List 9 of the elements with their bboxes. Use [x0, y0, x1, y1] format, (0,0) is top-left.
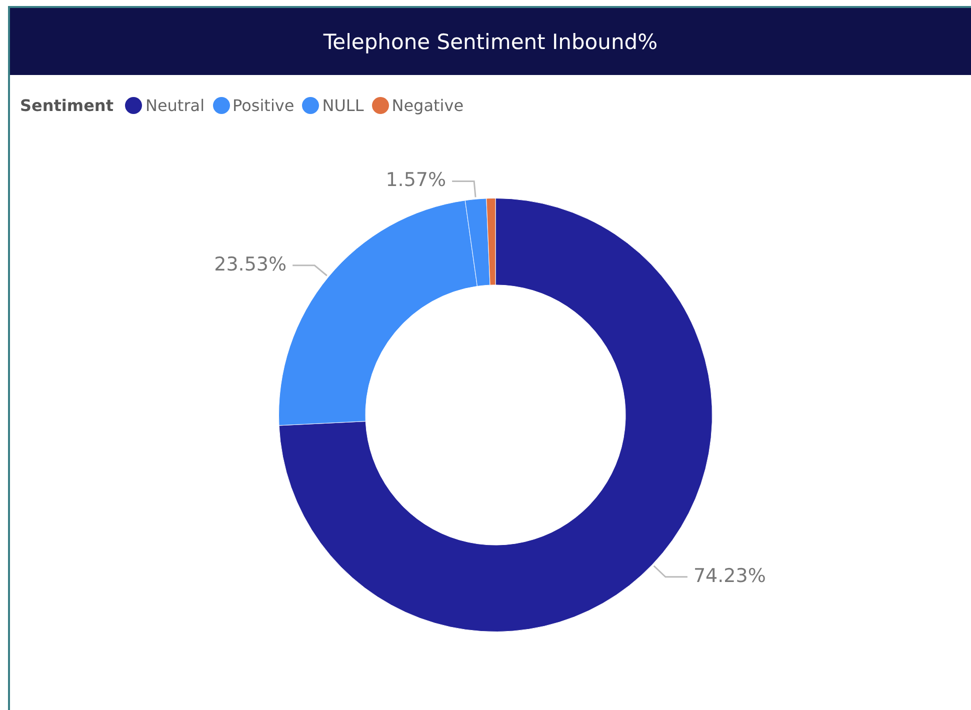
- data-label: 23.53%: [214, 253, 287, 276]
- legend-label: Neutral: [145, 96, 205, 114]
- data-label: 74.23%: [693, 564, 766, 587]
- legend-label: Negative: [392, 96, 464, 114]
- legend-label: Positive: [232, 96, 294, 114]
- chart-title: Telephone Sentiment Inbound%: [10, 8, 971, 75]
- legend-label: NULL: [322, 96, 364, 114]
- legend-title: Sentiment: [20, 96, 114, 114]
- data-label: 1.57%: [386, 169, 446, 192]
